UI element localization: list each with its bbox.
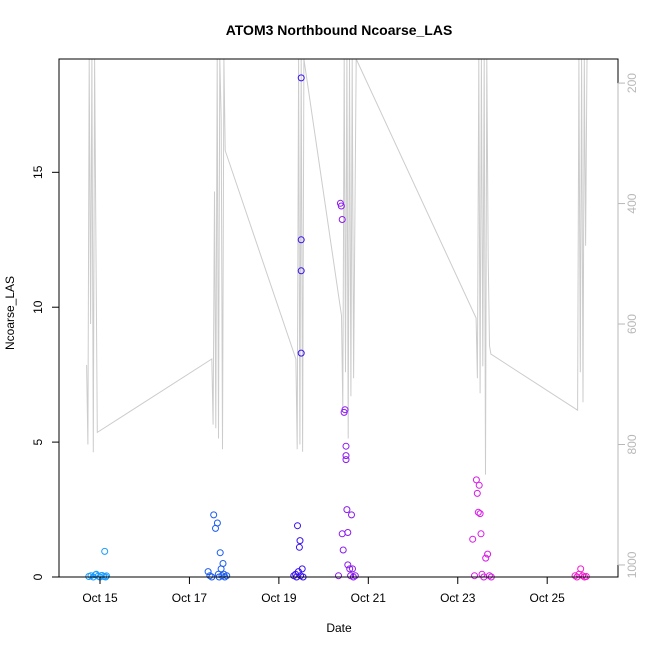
y-tick-label: 5 bbox=[31, 438, 45, 445]
y-right-tick-label: 400 bbox=[625, 193, 639, 213]
x-axis-label: Date bbox=[326, 621, 352, 635]
altitude-line-layer bbox=[86, 59, 588, 475]
data-point bbox=[337, 202, 345, 210]
data-point bbox=[204, 568, 212, 576]
data-point bbox=[296, 537, 304, 545]
y-right-tick-label: 200 bbox=[625, 73, 639, 93]
data-point bbox=[472, 476, 480, 484]
data-point bbox=[482, 554, 490, 562]
x-tick-label: Oct 21 bbox=[351, 591, 387, 605]
axes-layer: Oct 15 Oct 17 Oct 19 Oct 21 Oct 23 Oct 25 0 5 10… bbox=[31, 58, 639, 605]
data-point bbox=[342, 452, 350, 460]
data-point bbox=[579, 572, 587, 580]
data-point bbox=[346, 565, 354, 573]
data-point bbox=[349, 565, 356, 573]
data-point bbox=[335, 572, 342, 580]
data-point bbox=[101, 547, 109, 555]
data-point bbox=[343, 506, 351, 514]
x-tick-label: Oct 23 bbox=[440, 591, 476, 605]
data-point bbox=[571, 572, 579, 580]
y-right-tick-label: 800 bbox=[625, 434, 639, 454]
data-point bbox=[210, 511, 218, 519]
data-point bbox=[219, 560, 227, 567]
x-tick-label: Oct 15 bbox=[82, 591, 118, 605]
data-point bbox=[471, 572, 478, 580]
data-point bbox=[469, 535, 477, 543]
points-layer bbox=[85, 74, 590, 581]
data-point bbox=[297, 267, 305, 275]
y-tick-label: 15 bbox=[31, 165, 45, 179]
data-point bbox=[342, 442, 350, 450]
data-point bbox=[484, 550, 492, 558]
data-point bbox=[342, 456, 350, 464]
data-point bbox=[474, 508, 482, 516]
y-right-tick-label: 600 bbox=[625, 314, 639, 334]
x-tick-label: Oct 17 bbox=[172, 591, 208, 605]
data-point bbox=[338, 216, 346, 223]
data-point bbox=[577, 565, 585, 573]
data-point bbox=[294, 522, 301, 530]
data-point bbox=[213, 519, 221, 527]
data-point bbox=[341, 406, 349, 414]
data-point bbox=[295, 543, 303, 551]
data-point bbox=[348, 511, 355, 519]
x-tick-label: Oct 19 bbox=[261, 591, 297, 605]
x-tick-label: Oct 25 bbox=[530, 591, 566, 605]
data-point bbox=[297, 236, 305, 244]
data-point bbox=[351, 572, 359, 580]
data-point bbox=[103, 572, 110, 580]
y-tick-label: 10 bbox=[31, 300, 45, 314]
y-tick-label: 0 bbox=[31, 573, 45, 580]
data-point bbox=[344, 529, 352, 536]
data-point bbox=[477, 530, 485, 538]
data-point bbox=[98, 571, 106, 579]
data-point bbox=[298, 565, 306, 573]
altitude-line bbox=[86, 59, 588, 475]
data-point bbox=[344, 561, 352, 569]
chart-title: ATOM3 Northbound Ncoarse_LAS bbox=[226, 22, 453, 38]
data-point bbox=[216, 549, 224, 557]
y-right-tick-label: 1000 bbox=[625, 551, 639, 578]
data-point bbox=[475, 481, 483, 489]
data-point bbox=[206, 572, 214, 580]
data-point bbox=[339, 546, 347, 554]
data-point bbox=[297, 74, 305, 82]
data-point bbox=[485, 572, 493, 580]
data-point bbox=[297, 349, 305, 357]
data-point bbox=[223, 572, 231, 580]
data-point bbox=[476, 510, 484, 518]
data-point bbox=[473, 489, 481, 497]
y-axis-label: Ncoarse_LAS bbox=[3, 276, 17, 350]
